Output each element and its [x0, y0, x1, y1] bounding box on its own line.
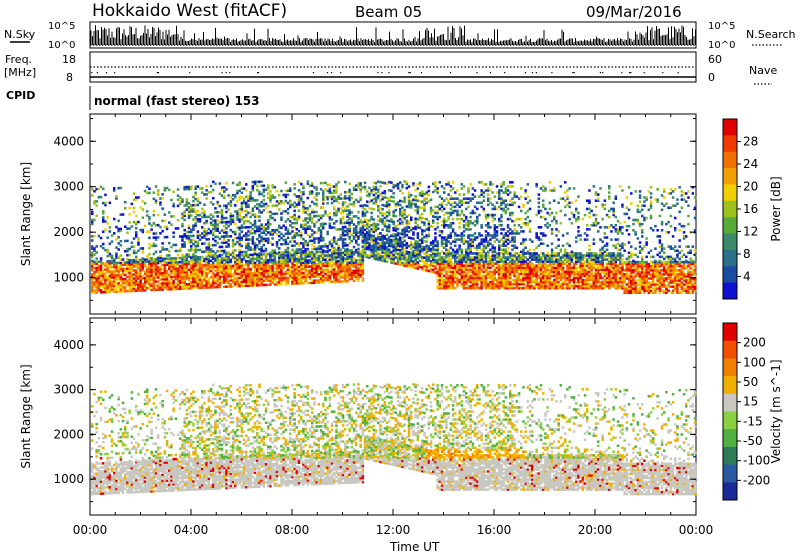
colorbar-segment	[723, 376, 737, 395]
y-tick-label: 1000	[53, 472, 84, 486]
colorbar-segment	[723, 266, 737, 284]
colorbar-segment	[723, 411, 737, 430]
beam-label: Beam 05	[355, 3, 422, 21]
y-tick-label: 3000	[53, 383, 84, 397]
x-tick-label: 16:00	[477, 523, 512, 537]
colorbar-tick-label: 50	[743, 375, 758, 389]
colorbar-tick-label: 20	[743, 180, 758, 194]
x-tick-label: 00:00	[73, 523, 108, 537]
noise-bottom-tick: 10^0	[48, 40, 75, 51]
colorbar-segment	[723, 217, 737, 235]
noise-top-tick: 10^5	[48, 21, 75, 32]
freq-unit-label: [MHz]	[4, 66, 36, 79]
colorbar-tick-label: 12	[743, 225, 758, 239]
colorbar-segment	[723, 151, 737, 169]
x-tick-labels: 00:00 04:00 08:00 12:00 16:00 20:00 00:00	[73, 523, 714, 537]
y-tick-label: 4000	[53, 338, 84, 352]
x-tick-label: 00:00	[679, 523, 714, 537]
y-tick-label: 3000	[53, 180, 84, 194]
cpid-label: CPID	[6, 89, 35, 102]
nave-top-tick: 60	[708, 53, 722, 66]
x-tick-label: 20:00	[578, 523, 613, 537]
date-label: 09/Mar/2016	[586, 3, 682, 21]
power-panel: 1000 2000 3000 4000 Slant Range [km] 4 8 12 16 20…	[19, 113, 783, 315]
colorbar-label: Velocity [m s^-1]	[769, 359, 783, 463]
power-cells	[91, 180, 697, 295]
colorbar-tick-label: -100	[743, 454, 770, 468]
colorbar-tick-label: 8	[743, 247, 751, 261]
cpid-text: normal (fast stereo) 153	[94, 94, 260, 108]
colorbar-tick-label: -50	[743, 434, 763, 448]
colorbar-segment	[723, 464, 737, 483]
colorbar-segment	[723, 200, 737, 218]
nave-bottom-tick: 0	[708, 71, 715, 84]
colorbar-segment	[723, 184, 737, 202]
colorbar-tick-label: 100	[743, 355, 766, 369]
colorbar-tick-label: 4	[743, 270, 751, 284]
y-tick-label: 2000	[53, 427, 84, 441]
colorbar-segment	[723, 323, 737, 342]
y-axis-label: Slant Range [km]	[19, 364, 33, 468]
velocity-cells	[91, 383, 697, 496]
y-axis-label: Slant Range [km]	[19, 162, 33, 266]
colorbar-tick-label: 16	[743, 202, 758, 216]
colorbar-segment	[723, 446, 737, 466]
colorbar-tick-label: 200	[743, 336, 766, 350]
colorbar-tick-label: -200	[743, 473, 770, 487]
colorbar-tick-label: 24	[743, 157, 758, 171]
noise-right-top-tick: 10^5	[708, 21, 735, 32]
colorbar-tick-label: 28	[743, 135, 758, 149]
velocity-panel: 1000 2000 3000 4000 Slant Range [km] 200 100 50…	[19, 317, 783, 516]
colorbar-segment	[723, 340, 737, 359]
colorbar-segment	[723, 168, 737, 185]
colorbar-segment	[723, 393, 737, 412]
freq-label: Freq.	[5, 53, 32, 66]
nsky-label: N.Sky	[4, 28, 36, 41]
freq-top-tick: 18	[62, 53, 76, 66]
noise-right-bottom-tick: 10^0	[708, 40, 735, 51]
nsearch-label: N.Search	[746, 28, 796, 41]
y-tick-label: 1000	[53, 271, 84, 285]
colorbar-segment	[723, 482, 737, 501]
colorbar-segment	[723, 249, 737, 267]
x-tick-label: 12:00	[376, 523, 411, 537]
radar-title: Hokkaido West (fitACF)	[92, 1, 287, 21]
colorbar-label: Power [dB]	[769, 176, 783, 241]
noise-bars	[90, 25, 696, 46]
colorbar-tick-label: 15	[743, 395, 758, 409]
colorbar-segment	[723, 135, 737, 153]
colorbar-segment	[723, 358, 737, 377]
colorbar-segment	[723, 233, 737, 251]
colorbar-segment	[723, 282, 737, 300]
nave-label: Nave	[749, 64, 777, 77]
y-tick-label: 2000	[53, 225, 84, 239]
colorbar-tick-label: -15	[743, 414, 763, 428]
x-tick-label: 08:00	[275, 523, 310, 537]
colorbar-segment	[723, 429, 737, 448]
x-tick-label: 04:00	[174, 523, 209, 537]
x-axis-label: Time UT	[389, 540, 440, 554]
y-tick-label: 4000	[53, 134, 84, 148]
noise-panel	[89, 21, 697, 49]
freq-bottom-tick: 8	[66, 71, 73, 84]
freq-panel	[89, 51, 697, 83]
colorbar-segment	[723, 119, 737, 136]
